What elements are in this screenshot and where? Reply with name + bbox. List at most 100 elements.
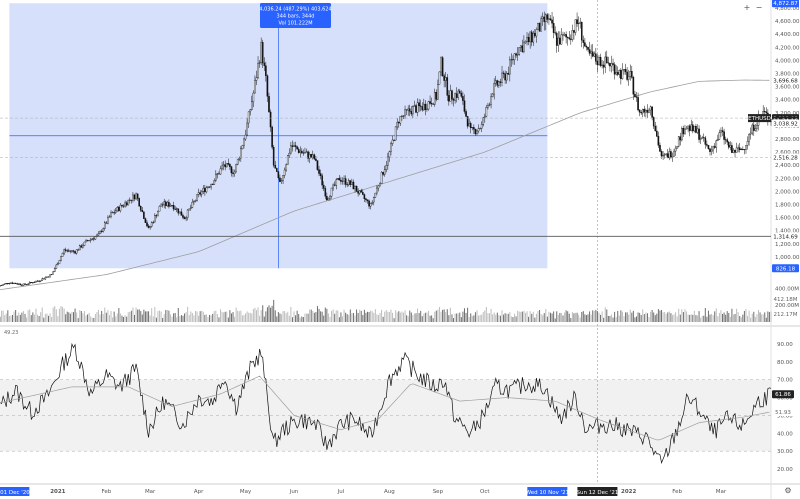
candle-body (476, 130, 478, 135)
candle-body (473, 127, 475, 130)
candle-body (355, 185, 358, 192)
volume-bar (298, 314, 300, 322)
volume-bar (304, 313, 306, 322)
volume-bar (510, 316, 512, 322)
candle-body (601, 64, 603, 66)
candle-body (293, 145, 295, 147)
volume-bar (390, 309, 392, 322)
rsi-tick-label: 40.00 (777, 431, 793, 437)
volume-bar (224, 311, 226, 322)
candle-body (163, 201, 166, 206)
volume-bar (520, 311, 522, 322)
candle-body (210, 183, 212, 188)
candle-body (738, 147, 741, 151)
candle-body (276, 168, 278, 172)
candle-body (435, 92, 438, 100)
volume-bar (138, 309, 140, 322)
volume-bar (543, 313, 545, 322)
candle-body (196, 194, 198, 201)
candle-body (180, 211, 183, 216)
time-tick-label: Jun (289, 489, 299, 495)
candle-body (493, 83, 495, 95)
volume-bar (382, 316, 384, 322)
zoom-in-button[interactable]: + (742, 3, 752, 13)
candle-body (402, 115, 405, 117)
zoom-out-button[interactable]: − (754, 3, 764, 13)
candle-body (671, 156, 674, 158)
candle-body (724, 139, 727, 141)
candle-body (114, 210, 117, 213)
volume-bar (148, 311, 150, 322)
candle-body (366, 199, 369, 202)
candle-body (702, 137, 705, 139)
range-start-date-box (0, 487, 30, 496)
price-label-box (772, 76, 799, 85)
candle-body (50, 274, 53, 275)
volume-bar (332, 309, 334, 322)
volume-bar (362, 315, 364, 322)
candle-body (352, 181, 355, 190)
candle-body (684, 128, 686, 135)
volume-bar (709, 314, 711, 322)
volume-bar (684, 309, 686, 322)
candle-body (562, 34, 564, 36)
candle-body (573, 30, 575, 33)
candle-body (590, 51, 592, 54)
volume-bar (556, 311, 558, 322)
volume-bar (739, 316, 741, 322)
candle-body (268, 96, 270, 113)
volume-bar (373, 312, 375, 322)
candle-body (362, 192, 364, 195)
candle-body (604, 56, 607, 68)
settings-button[interactable]: ⚙ (783, 486, 793, 496)
volume-bar (318, 308, 320, 322)
candle-body (28, 281, 31, 285)
candle-body (197, 192, 200, 195)
time-tick-label: Mar (145, 489, 156, 495)
volume-bar (37, 314, 39, 322)
candle-body (232, 172, 234, 174)
candle-body (457, 90, 460, 98)
volume-bar (301, 316, 303, 322)
volume-bar (768, 312, 770, 322)
candle-body (415, 105, 417, 113)
candle-body (676, 146, 678, 149)
volume-bar (448, 315, 450, 322)
time-tick-label: 2022 (621, 489, 636, 495)
volume-bar (579, 317, 581, 322)
candle-body (271, 126, 273, 148)
volume-bar (235, 307, 237, 322)
candle-body (707, 145, 710, 149)
volume-bar (357, 312, 359, 322)
volume-bar (707, 310, 709, 322)
candle-body (490, 96, 492, 105)
candle-body (188, 208, 191, 211)
volume-bar (601, 311, 603, 322)
volume-bar (636, 316, 638, 322)
volume-bar (240, 310, 242, 322)
candle-body (657, 135, 660, 146)
candle-body (449, 90, 452, 102)
candle-body (480, 124, 483, 129)
candle-body (693, 125, 696, 132)
volume-bar (351, 313, 353, 322)
volume-bar (717, 316, 719, 322)
volume-bar (157, 310, 159, 322)
rsi-tick-label: 80.00 (777, 360, 793, 366)
volume-bar (670, 313, 672, 322)
volume-bar (177, 307, 179, 322)
candle-body (307, 151, 309, 159)
volume-bar (659, 310, 661, 322)
volume-bar (754, 316, 756, 322)
volume-bar (118, 308, 120, 322)
candle-body (113, 212, 115, 214)
candle-body (690, 124, 693, 131)
candle-body (97, 233, 100, 236)
candle-body (215, 174, 217, 181)
candle-body (518, 47, 521, 55)
volume-bar (341, 316, 343, 322)
volume-bar (260, 310, 262, 322)
volume-bar (404, 310, 406, 322)
volume-bar (593, 311, 595, 322)
